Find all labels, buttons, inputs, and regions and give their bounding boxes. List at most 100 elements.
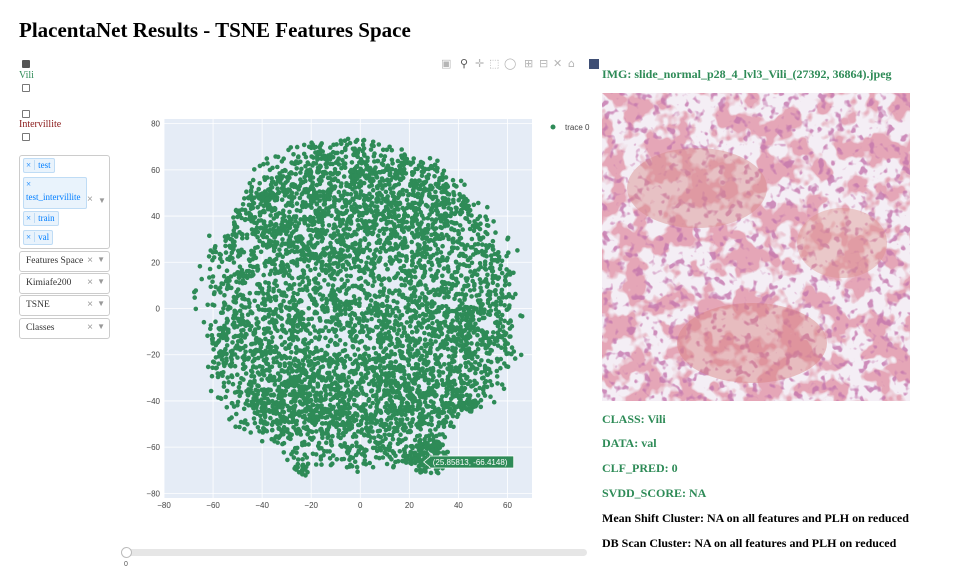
scatter-point[interactable]: [295, 324, 301, 329]
scatter-point[interactable]: [477, 236, 483, 242]
scatter-point[interactable]: [229, 349, 234, 355]
scatter-point[interactable]: [307, 292, 313, 298]
scatter-point[interactable]: [475, 393, 481, 398]
scatter-point[interactable]: [469, 236, 475, 242]
scatter-point[interactable]: [384, 461, 390, 467]
scatter-point[interactable]: [360, 325, 365, 330]
scatter-point[interactable]: [404, 320, 410, 325]
scatter-point[interactable]: [420, 160, 426, 166]
scatter-point[interactable]: [457, 236, 463, 242]
scatter-point[interactable]: [494, 303, 499, 308]
scatter-point[interactable]: [333, 353, 338, 358]
scatter-point[interactable]: [386, 329, 392, 335]
scatter-point[interactable]: [366, 306, 371, 311]
scatter-point[interactable]: [313, 290, 318, 295]
scatter-point[interactable]: [356, 185, 362, 190]
scatter-point[interactable]: [329, 439, 334, 445]
scatter-point[interactable]: [305, 288, 310, 293]
scatter-point[interactable]: [294, 166, 299, 171]
scatter-point[interactable]: [351, 246, 357, 251]
scatter-point[interactable]: [348, 305, 353, 311]
scatter-point[interactable]: [316, 329, 321, 335]
scatter-point[interactable]: [353, 185, 358, 190]
scatter-point[interactable]: [346, 375, 351, 380]
scatter-point[interactable]: [365, 158, 370, 164]
scatter-point[interactable]: [390, 209, 395, 214]
scatter-point[interactable]: [388, 335, 394, 340]
scatter-point[interactable]: [503, 274, 508, 280]
camera-icon[interactable]: ▣: [441, 57, 452, 70]
scatter-point[interactable]: [343, 145, 348, 151]
scatter-point[interactable]: [273, 154, 278, 159]
scatter-point[interactable]: [399, 333, 405, 339]
scatter-point[interactable]: [320, 358, 325, 363]
scatter-point[interactable]: [377, 228, 382, 234]
scatter-point[interactable]: [465, 257, 471, 263]
scatter-point[interactable]: [279, 303, 284, 308]
scatter-point[interactable]: [468, 304, 474, 310]
scatter-point[interactable]: [471, 202, 477, 208]
scatter-point[interactable]: [408, 162, 413, 167]
scatter-point[interactable]: [393, 394, 398, 400]
scatter-point[interactable]: [440, 370, 446, 375]
scatter-point[interactable]: [499, 258, 505, 264]
scatter-point[interactable]: [396, 219, 402, 224]
scatter-point[interactable]: [393, 288, 398, 293]
scatter-point[interactable]: [313, 150, 318, 155]
scatter-point[interactable]: [490, 247, 496, 252]
scatter-point[interactable]: [352, 260, 357, 265]
scatter-point[interactable]: [293, 219, 298, 224]
scatter-point[interactable]: [461, 380, 466, 386]
scatter-point[interactable]: [284, 231, 289, 237]
scatter-point[interactable]: [377, 240, 382, 246]
scatter-point[interactable]: [500, 324, 506, 329]
scatter-point[interactable]: [211, 255, 217, 260]
scatter-point[interactable]: [324, 246, 329, 251]
scatter-point[interactable]: [205, 302, 210, 308]
scatter-point[interactable]: [489, 257, 495, 262]
scatter-point[interactable]: [333, 150, 338, 156]
scatter-point[interactable]: [305, 264, 311, 269]
scatter-point[interactable]: [393, 359, 398, 364]
scatter-point[interactable]: [224, 236, 229, 241]
scatter-point[interactable]: [366, 241, 372, 247]
scatter-point[interactable]: [428, 246, 433, 252]
scatter-point[interactable]: [211, 303, 217, 308]
scatter-point[interactable]: [365, 310, 370, 315]
scatter-point[interactable]: [304, 169, 309, 174]
dataset-tag-val[interactable]: × val: [23, 230, 54, 245]
scatter-point[interactable]: [440, 286, 446, 292]
scatter-point[interactable]: [344, 200, 350, 205]
scatter-point[interactable]: [272, 223, 278, 229]
scatter-point[interactable]: [339, 391, 345, 396]
scatter-point[interactable]: [393, 416, 399, 422]
scatter-point[interactable]: [336, 358, 341, 363]
scatter-point[interactable]: [288, 233, 294, 239]
scatter-point[interactable]: [372, 226, 377, 231]
scatter-point[interactable]: [255, 268, 260, 273]
scatter-point[interactable]: [451, 190, 456, 195]
scatter-point[interactable]: [355, 347, 361, 352]
scatter-point[interactable]: [248, 263, 253, 269]
scatter-point[interactable]: [258, 249, 264, 255]
remove-tag-icon[interactable]: ×: [26, 213, 32, 223]
scatter-point[interactable]: [289, 216, 294, 222]
scatter-point[interactable]: [384, 298, 390, 304]
scatter-point[interactable]: [415, 425, 421, 430]
scatter-point[interactable]: [317, 144, 322, 150]
scatter-point[interactable]: [240, 278, 246, 283]
scatter-point[interactable]: [401, 162, 407, 168]
scatter-point[interactable]: [398, 383, 403, 389]
scatter-point[interactable]: [460, 194, 466, 200]
scatter-point[interactable]: [465, 276, 470, 281]
scatter-point[interactable]: [201, 319, 207, 325]
scatter-point[interactable]: [278, 334, 284, 340]
scatter-point[interactable]: [413, 265, 419, 270]
scatter-point[interactable]: [325, 431, 330, 437]
scatter-point[interactable]: [467, 367, 472, 373]
scatter-point[interactable]: [368, 389, 374, 394]
scatter-point[interactable]: [512, 356, 518, 361]
scatter-point[interactable]: [261, 234, 266, 240]
scatter-point[interactable]: [492, 251, 498, 257]
scatter-point[interactable]: [433, 194, 439, 200]
